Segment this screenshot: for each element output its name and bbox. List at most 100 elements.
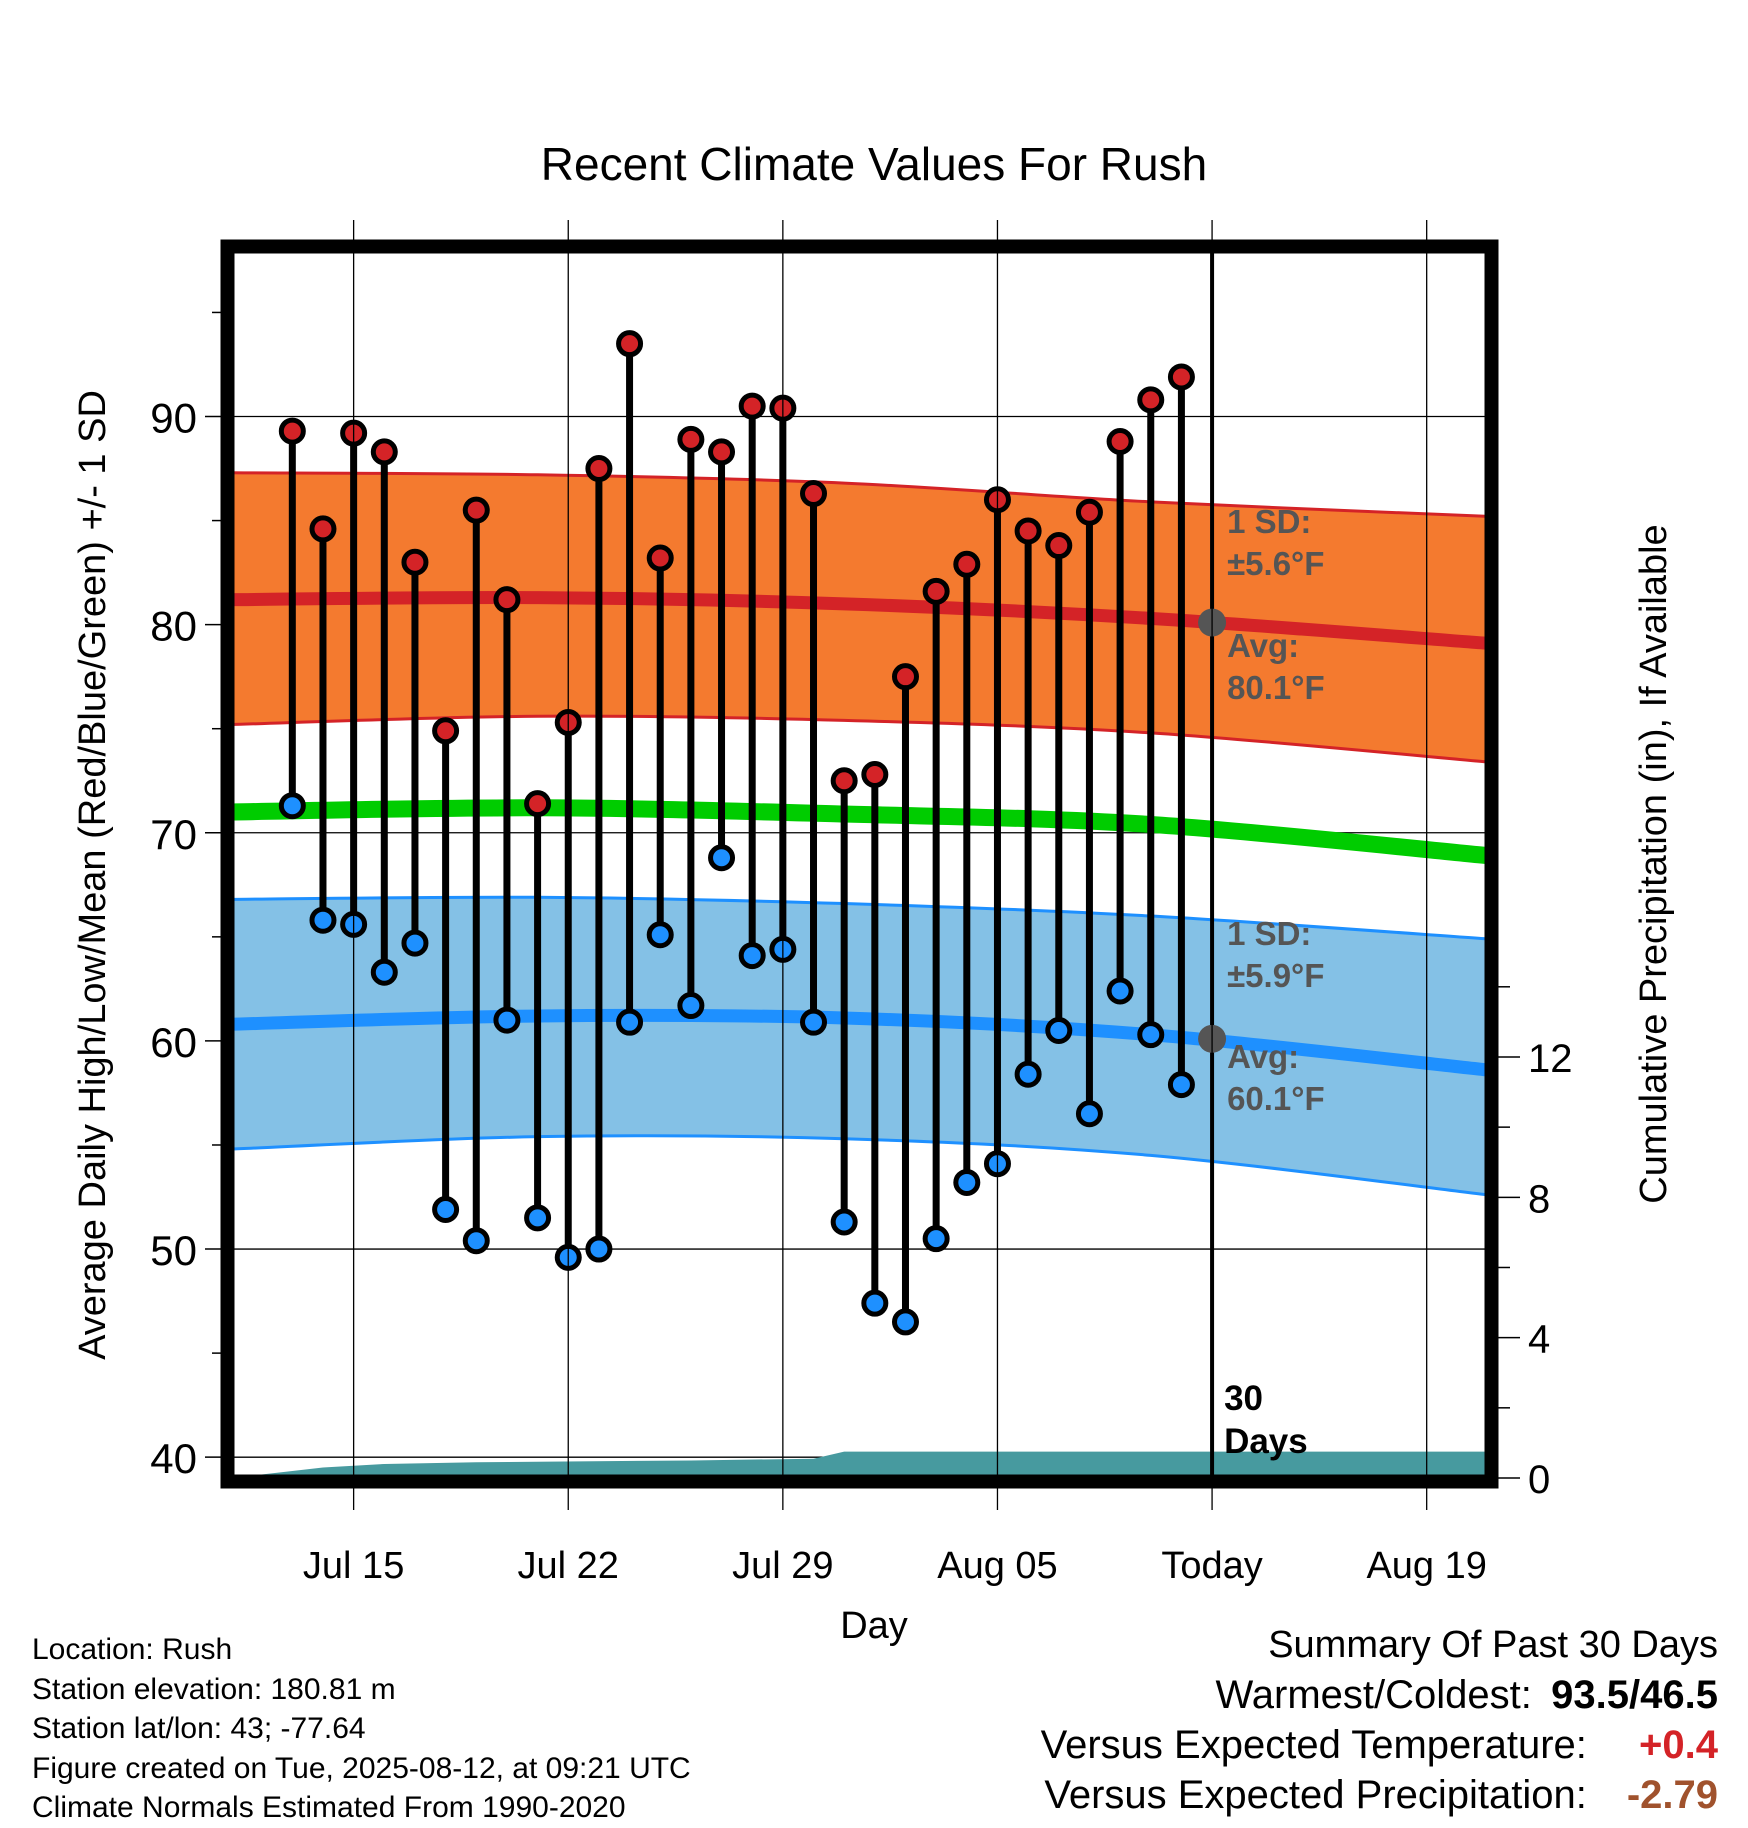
daily-low-point bbox=[1137, 1021, 1165, 1049]
y2-tick-label: 12 bbox=[1528, 1037, 1573, 1081]
daily-high-point bbox=[1106, 427, 1134, 455]
daily-low-point bbox=[708, 844, 736, 872]
y-tick-label: 80 bbox=[150, 603, 197, 650]
x-tick-label: Jul 15 bbox=[303, 1545, 404, 1587]
today-label-unit: Days bbox=[1224, 1422, 1308, 1461]
daily-low-point bbox=[800, 1008, 828, 1036]
info-normals: Climate Normals Estimated From 1990-2020 bbox=[32, 1791, 626, 1824]
plot-layer bbox=[231, 250, 1488, 1478]
y2-tick-label: 4 bbox=[1528, 1318, 1550, 1362]
daily-high-point bbox=[585, 455, 613, 483]
daily-high-point bbox=[708, 438, 736, 466]
info-location: Location: Rush bbox=[32, 1633, 233, 1666]
daily-high-point bbox=[278, 417, 306, 445]
y-tick-label: 50 bbox=[150, 1227, 197, 1274]
summary-precip-row: Versus Expected Precipitation: -2.79 bbox=[1041, 1770, 1718, 1820]
daily-low-point bbox=[1014, 1060, 1042, 1088]
daily-low-point bbox=[830, 1208, 858, 1236]
high-sd-lower-line bbox=[231, 714, 1488, 764]
daily-low-point bbox=[891, 1308, 919, 1336]
plot-area: 1 SD: ±5.6°F Avg: 80.1°F 1 SD: ±5.9°F Avg: 60.1… bbox=[150, 220, 1573, 1587]
daily-high-point bbox=[1075, 498, 1103, 526]
info-elevation: Station elevation: 180.81 m bbox=[32, 1672, 396, 1706]
daily-low-point bbox=[1045, 1017, 1073, 1045]
daily-low-point bbox=[462, 1227, 490, 1255]
daily-low-point bbox=[524, 1204, 552, 1232]
plot-frame bbox=[220, 239, 1499, 1489]
summary-warmest-row: Warmest/Coldest: 93.5/46.5 bbox=[1041, 1670, 1719, 1720]
daily-high-point bbox=[524, 790, 552, 818]
daily-low-point bbox=[677, 992, 705, 1020]
x-tick-label: Jul 22 bbox=[518, 1545, 619, 1587]
y-tick-label: 70 bbox=[150, 811, 197, 858]
daily-low-point bbox=[493, 1006, 521, 1034]
daily-high-point bbox=[493, 586, 521, 614]
daily-high-point bbox=[432, 717, 460, 745]
y2-axis-label: Cumulative Precipitation (in), If Availa… bbox=[1633, 524, 1675, 1203]
summary-temp-value: +0.4 bbox=[1639, 1723, 1718, 1767]
summary-precip-value: -2.79 bbox=[1626, 1773, 1718, 1817]
daily-low-point bbox=[309, 906, 337, 934]
x-tick-label: Today bbox=[1161, 1545, 1262, 1587]
daily-high-point bbox=[1045, 532, 1073, 560]
summary-precip-label: Versus Expected Precipitation: bbox=[1044, 1773, 1587, 1817]
daily-high-point bbox=[370, 438, 398, 466]
daily-low-point bbox=[953, 1168, 981, 1196]
daily-high-point bbox=[922, 577, 950, 605]
daily-low-point bbox=[1106, 977, 1134, 1005]
daily-low-point bbox=[1167, 1071, 1195, 1099]
info-created: Figure created on Tue, 2025-08-12, at 09… bbox=[32, 1751, 691, 1785]
high-avg-value: 80.1°F bbox=[1227, 669, 1325, 706]
x-tick-label: Aug 05 bbox=[937, 1545, 1057, 1587]
daily-high-point bbox=[1014, 517, 1042, 545]
daily-high-point bbox=[462, 496, 490, 524]
daily-high-point bbox=[891, 663, 919, 691]
y-tick-label: 40 bbox=[150, 1435, 197, 1482]
daily-high-point bbox=[738, 392, 766, 420]
daily-high-point bbox=[800, 480, 828, 508]
daily-high-point bbox=[401, 548, 429, 576]
summary-temp-row: Versus Expected Temperature: +0.4 bbox=[1041, 1720, 1718, 1770]
daily-high-point bbox=[953, 550, 981, 578]
daily-high-point bbox=[830, 767, 858, 795]
daily-low-point bbox=[585, 1235, 613, 1263]
daily-high-point bbox=[309, 515, 337, 543]
y2-tick-label: 0 bbox=[1528, 1458, 1550, 1502]
y-axis-label: Average Daily High/Low/Mean (Red/Blue/Gr… bbox=[72, 390, 114, 1360]
y-tick-label: 60 bbox=[150, 1019, 197, 1066]
daily-low-point bbox=[861, 1289, 889, 1317]
daily-low-point bbox=[278, 792, 306, 820]
daily-high-point bbox=[677, 425, 705, 453]
x-axis-label: Day bbox=[840, 1605, 908, 1647]
summary-warmest-label: Warmest/Coldest: bbox=[1215, 1673, 1532, 1717]
low-avg-value: 60.1°F bbox=[1227, 1080, 1325, 1117]
daily-high-point bbox=[1167, 363, 1195, 391]
high-sd-label: 1 SD: bbox=[1227, 503, 1311, 540]
daily-low-point bbox=[401, 929, 429, 957]
daily-high-point bbox=[616, 330, 644, 358]
low-sd-label: 1 SD: bbox=[1227, 915, 1311, 952]
daily-low-point bbox=[432, 1196, 460, 1224]
summary-heading: Summary Of Past 30 Days bbox=[1268, 1624, 1718, 1666]
high-sd-value: ±5.6°F bbox=[1227, 545, 1324, 582]
station-info: Location: Rush Station elevation: 180.81… bbox=[32, 1630, 691, 1828]
summary-temp-label: Versus Expected Temperature: bbox=[1040, 1723, 1587, 1767]
daily-high-point bbox=[861, 761, 889, 789]
normal-high-line bbox=[231, 590, 1488, 650]
chart-title: Recent Climate Values For Rush bbox=[541, 138, 1207, 190]
daily-high-point bbox=[646, 544, 674, 572]
low-sd-band bbox=[231, 897, 1488, 1195]
summary-warmest-value: 93.5/46.5 bbox=[1551, 1673, 1718, 1717]
x-tick-label: Aug 19 bbox=[1366, 1545, 1486, 1587]
high-avg-label: Avg: bbox=[1227, 627, 1299, 664]
low-sd-value: ±5.9°F bbox=[1227, 957, 1324, 994]
daily-low-point bbox=[922, 1225, 950, 1253]
high-sd-band bbox=[231, 472, 1488, 763]
daily-low-point bbox=[370, 958, 398, 986]
daily-high-point bbox=[1137, 386, 1165, 414]
low-avg-label: Avg: bbox=[1227, 1038, 1299, 1075]
today-label-number: 30 bbox=[1224, 1379, 1263, 1418]
y2-tick-label: 8 bbox=[1528, 1177, 1550, 1221]
summary-panel: Summary Of Past 30 Days Warmest/Coldest:… bbox=[1041, 1620, 1718, 1820]
